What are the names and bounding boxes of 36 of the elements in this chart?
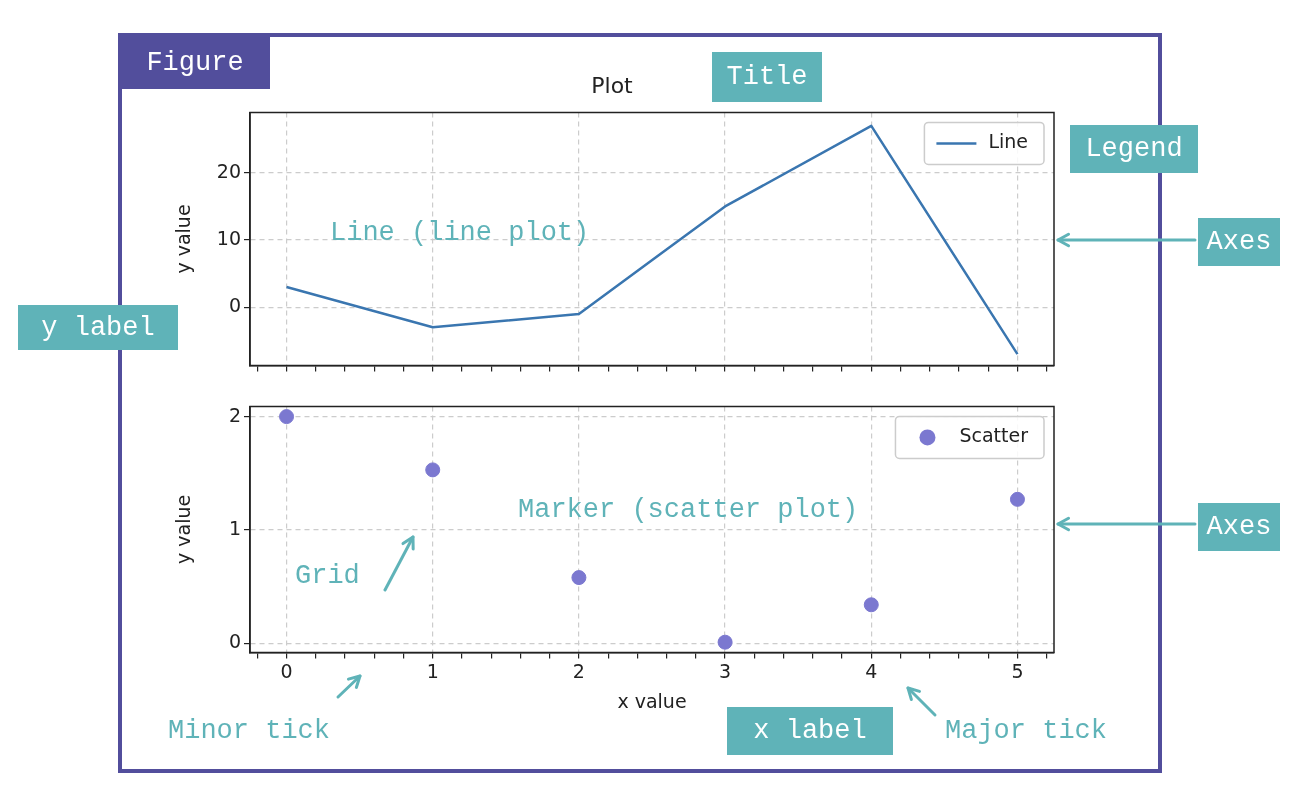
annotation: Grid	[295, 560, 361, 593]
y-axis-title: y value	[172, 494, 195, 564]
y-tick-label: 0	[228, 630, 241, 653]
y-tick-label: 2	[228, 403, 241, 426]
y-tick-label: 20	[216, 159, 241, 182]
legend-label: Scatter	[959, 424, 1029, 447]
y-tick-label: 0	[228, 294, 241, 317]
point	[717, 634, 733, 650]
y-tick-label: 1	[228, 516, 241, 539]
text: Title	[712, 52, 822, 102]
text: x label	[727, 707, 893, 755]
text: Figure	[120, 37, 270, 89]
point	[1009, 491, 1025, 507]
text: Minor tick	[168, 715, 332, 748]
text: Axes	[1198, 503, 1280, 551]
text: Major tick	[945, 715, 1109, 748]
point	[863, 597, 879, 613]
x-tick-label: 4	[865, 659, 878, 682]
x-tick-label: 1	[426, 659, 439, 682]
annotation: Line (line plot)	[330, 217, 591, 250]
x-tick-label: 2	[572, 659, 585, 682]
point	[571, 570, 587, 586]
x-axis-title: x value	[617, 689, 687, 712]
legend-label: Line	[988, 130, 1029, 153]
x-tick-label: 0	[280, 659, 293, 682]
text: Legend	[1070, 125, 1198, 173]
annotation: Marker (scatter plot)	[518, 494, 860, 527]
point	[279, 409, 295, 425]
text: y label	[18, 305, 178, 350]
x-tick-label: 3	[719, 659, 732, 682]
y-axis-title: y value	[172, 204, 195, 274]
y-tick-label: 10	[216, 226, 241, 249]
chart-title: Plot	[591, 72, 634, 98]
x-tick-label: 5	[1011, 659, 1024, 682]
point	[425, 462, 441, 478]
text: Axes	[1198, 218, 1280, 266]
